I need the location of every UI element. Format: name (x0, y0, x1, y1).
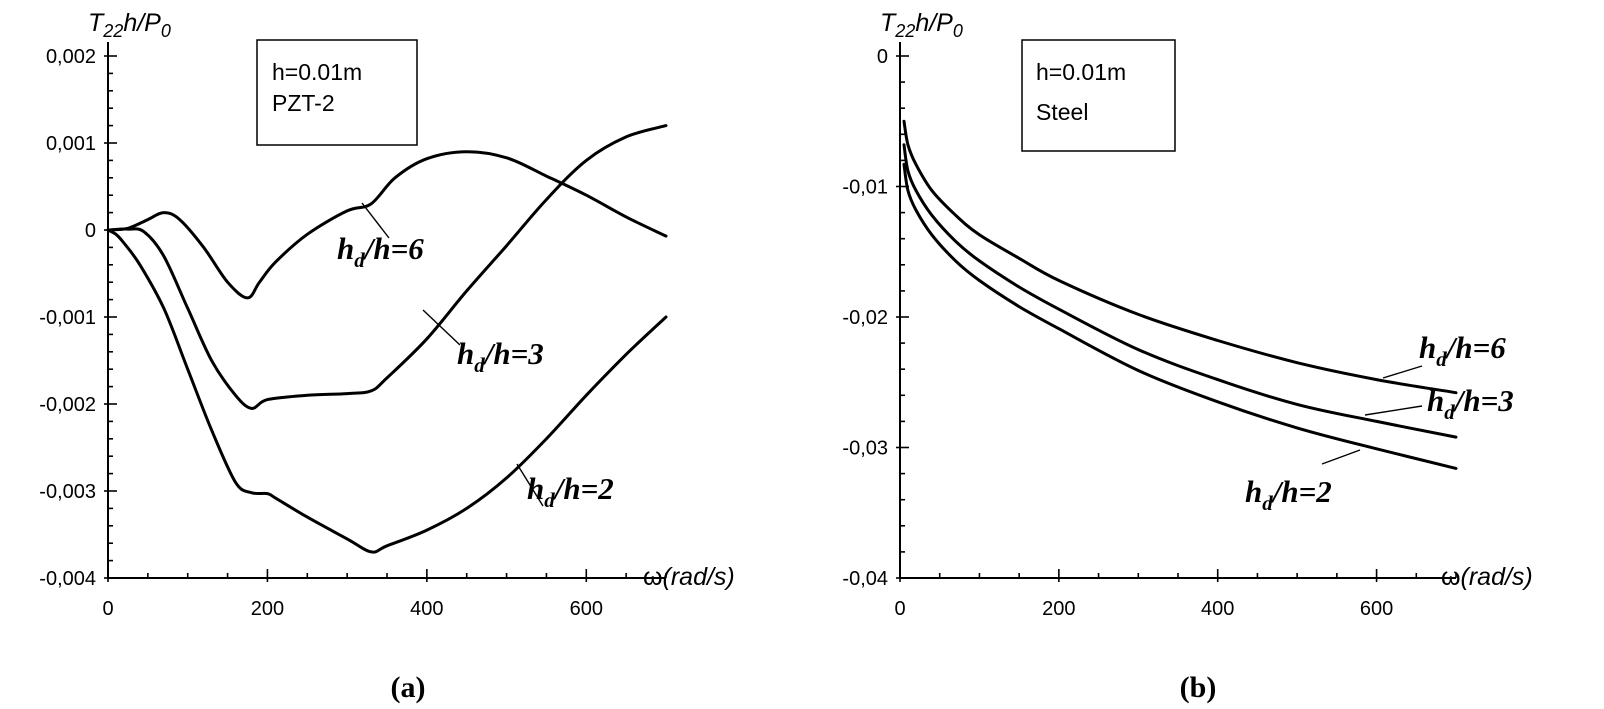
y-tick-label: -0,004 (39, 568, 96, 590)
series-line (106, 150, 668, 300)
series-label-subscript: d (474, 353, 485, 377)
series-label-h: h (1245, 474, 1262, 509)
series-line (902, 162, 1458, 470)
y-tick-label: 0 (877, 46, 888, 68)
series-label-rest: /h=2 (1271, 474, 1332, 509)
series-label-subscript: d (1436, 347, 1447, 371)
y-tick-label: -0,03 (842, 438, 888, 460)
series-label-h: h (1419, 330, 1436, 365)
panel-label: (b) (1180, 671, 1217, 704)
y-tick-label: -0,04 (842, 568, 888, 590)
y-title-subscript: 0 (953, 21, 963, 41)
y-title-mid: h/P (915, 9, 953, 37)
series-label-rest: /h=2 (553, 471, 614, 506)
x-title-unit: (rad/s) (1461, 563, 1533, 591)
y-title-subscript: 22 (102, 21, 123, 41)
y-tick-label: -0,001 (39, 307, 96, 329)
chart-panel-b: 0-0,01-0,02-0,03-0,040 200 400 600T22h/P0ω(… (842, 9, 1532, 704)
x-tick-label: 0 (102, 598, 113, 620)
series-leader-line (516, 463, 544, 507)
annotation-box (1021, 39, 1176, 152)
series-label: hd/h=6 (337, 231, 424, 272)
y-tick-label: -0,003 (39, 481, 96, 503)
series-line (902, 143, 1458, 439)
series-label: hd/h=6 (1419, 330, 1506, 371)
series-label-rest: /h=3 (483, 336, 544, 371)
series-label-h: h (1427, 383, 1444, 418)
y-tick-label: 0 (85, 220, 96, 242)
series-label-subscript: d (1444, 400, 1455, 424)
series-label-subscript: d (544, 488, 555, 512)
x-tick-label: 400 (1201, 598, 1234, 620)
y-title-subscript: 0 (161, 21, 171, 41)
series-label-subscript: d (1262, 491, 1273, 515)
series-label: hd/h=2 (1245, 474, 1332, 515)
y-tick-label: 0,002 (46, 46, 96, 68)
x-axis-title: ω(rad/s) (1441, 563, 1533, 591)
x-tick-label: 600 (1360, 598, 1393, 620)
annotation-text: h=0.01m (1036, 59, 1126, 85)
series-leader-line (361, 202, 390, 239)
series-line (106, 228, 668, 554)
y-title-base: T (880, 9, 897, 37)
annotation-text: h=0.01m (272, 59, 362, 85)
x-title-symbol: ω (643, 563, 663, 591)
series-label-h: h (457, 336, 474, 371)
annotation-box (256, 39, 418, 146)
y-tick-label: -0,002 (39, 394, 96, 416)
y-title-mid: h/P (123, 9, 161, 37)
series-label-rest: /h=6 (363, 231, 425, 266)
series-line (902, 119, 1458, 395)
panel-label: (a) (391, 671, 426, 704)
series-leader-line (1364, 405, 1423, 416)
y-title-subscript: 22 (894, 21, 915, 41)
y-tick-label: -0,02 (842, 307, 888, 329)
x-tick-label: 0 (894, 598, 905, 620)
x-axis-title: ω(rad/s) (643, 563, 735, 591)
y-axis-title: T22h/P0 (88, 9, 171, 41)
series-label-rest: /h=6 (1445, 330, 1507, 365)
series-leader-line (422, 309, 461, 346)
series-label: hd/h=3 (457, 336, 544, 377)
annotation-text: Steel (1036, 99, 1088, 125)
x-tick-label: 200 (1042, 598, 1075, 620)
series-label-h: h (337, 231, 354, 266)
x-title-unit: (rad/s) (663, 563, 735, 591)
y-tick-label: -0,01 (842, 177, 888, 199)
x-tick-label: 600 (570, 598, 603, 620)
y-axis-title: T22h/P0 (880, 9, 963, 41)
x-title-symbol: ω (1441, 563, 1461, 591)
series-leader-line (1321, 449, 1361, 465)
y-title-base: T (88, 9, 105, 37)
annotation-text: PZT-2 (272, 90, 335, 116)
series-label-rest: /h=3 (1453, 383, 1514, 418)
series-label: hd/h=2 (527, 471, 614, 512)
y-tick-label: 0,001 (46, 133, 96, 155)
series-label-subscript: d (354, 248, 365, 272)
series-leader-line (1382, 365, 1423, 379)
x-tick-label: 200 (251, 598, 284, 620)
series-label: hd/h=3 (1427, 383, 1514, 424)
series-label-h: h (527, 471, 544, 506)
chart-panel-a: 0,002 0,001 0 -0,001 -0,002 -0,003 -0,004 0 200 4… (39, 9, 734, 704)
x-tick-label: 400 (410, 598, 443, 620)
series-line (106, 124, 668, 410)
